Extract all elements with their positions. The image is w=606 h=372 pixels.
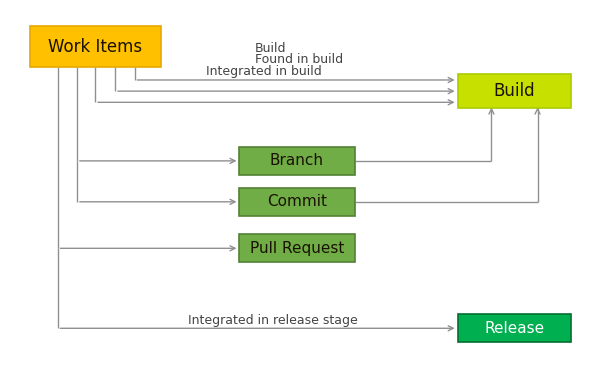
Text: Build: Build bbox=[494, 82, 535, 100]
FancyBboxPatch shape bbox=[458, 314, 571, 342]
FancyBboxPatch shape bbox=[30, 26, 161, 67]
Text: Work Items: Work Items bbox=[48, 38, 142, 55]
Text: Release: Release bbox=[484, 321, 545, 336]
FancyBboxPatch shape bbox=[239, 188, 355, 216]
FancyBboxPatch shape bbox=[239, 147, 355, 175]
FancyBboxPatch shape bbox=[239, 234, 355, 262]
Text: Integrated in build: Integrated in build bbox=[206, 65, 322, 78]
Text: Integrated in release stage: Integrated in release stage bbox=[188, 314, 358, 327]
Text: Build: Build bbox=[255, 42, 286, 55]
FancyBboxPatch shape bbox=[458, 74, 571, 108]
Text: Pull Request: Pull Request bbox=[250, 241, 344, 256]
Text: Commit: Commit bbox=[267, 194, 327, 209]
Text: Found in build: Found in build bbox=[255, 53, 342, 66]
Text: Branch: Branch bbox=[270, 153, 324, 169]
